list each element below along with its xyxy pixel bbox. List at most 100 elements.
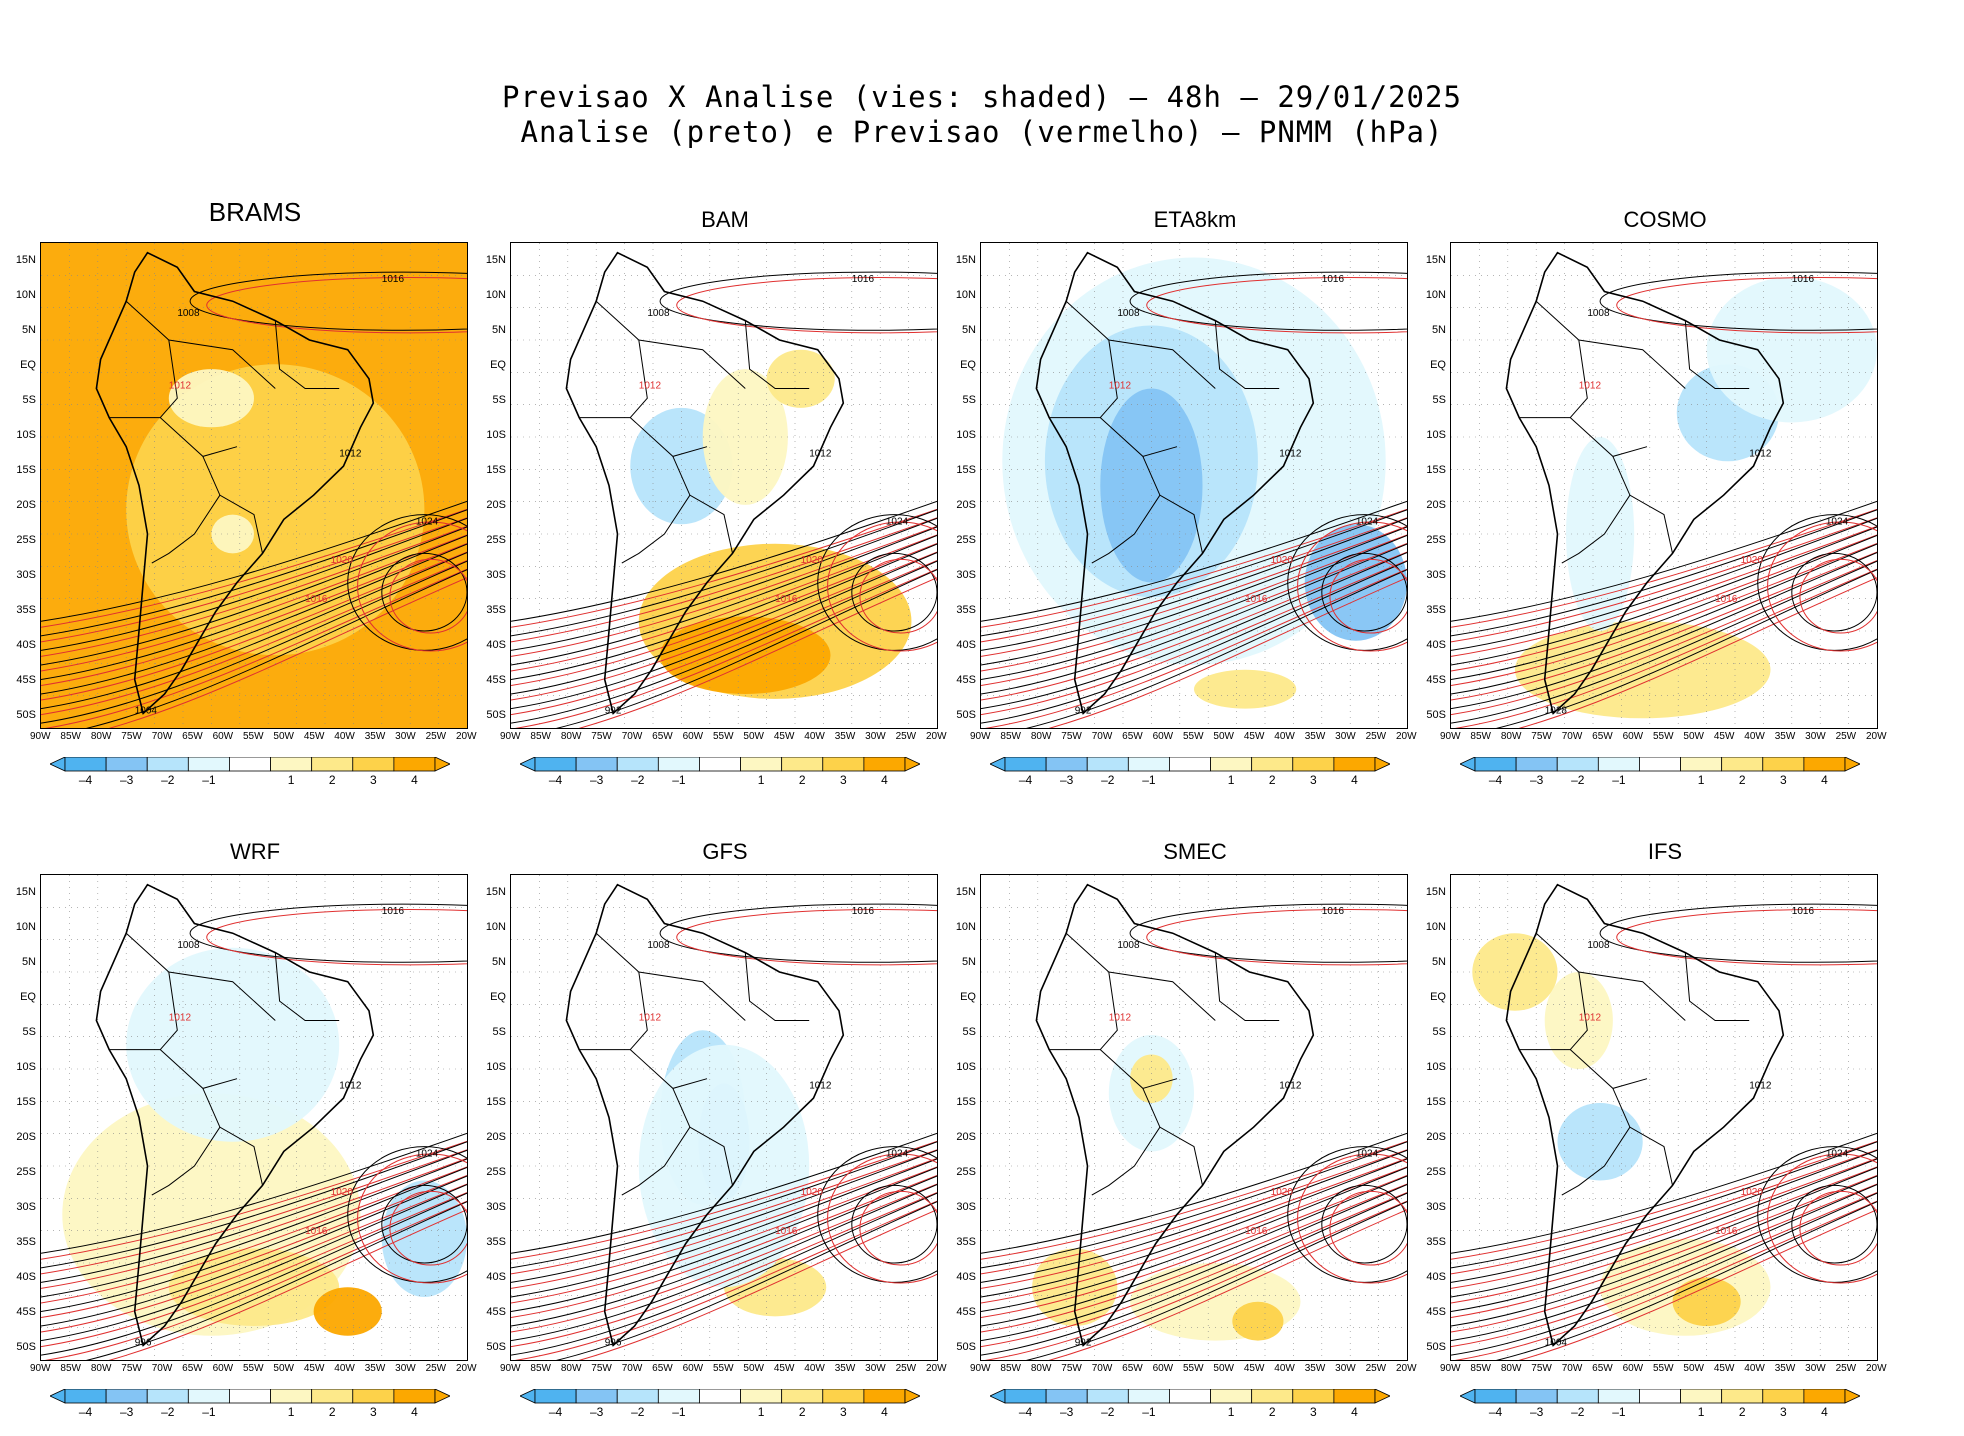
lon-label: 70W — [151, 731, 173, 742]
colorbar-segment — [781, 1389, 824, 1404]
lat-label: 30S — [956, 569, 976, 581]
country-border — [595, 932, 746, 1021]
contour-label: 996 — [135, 1337, 152, 1348]
colorbar-segment — [105, 1389, 148, 1404]
contour-label: 1012 — [1279, 1080, 1302, 1091]
lat-label: 30S — [486, 1201, 506, 1213]
country-border — [1684, 320, 1750, 389]
lon-label: 65W — [652, 731, 673, 742]
isobar-forecast — [389, 558, 467, 634]
colorbar-segment — [1721, 757, 1764, 772]
colorbar-segment — [616, 757, 659, 772]
isobar-forecast — [41, 1140, 467, 1260]
lat-label: EQ — [20, 991, 36, 1003]
isobar-analysis — [1496, 1201, 1877, 1360]
contour-label: 1020 — [1741, 1187, 1764, 1198]
colorbar-segment — [1556, 1389, 1599, 1404]
colorbar-segment — [575, 757, 618, 772]
contour-label: 1008 — [1117, 940, 1140, 951]
colorbar-tick-label: 3 — [840, 1405, 847, 1417]
map-panel-cosmo: 1008 1012 1016 1020 1024 1028 1012 1016 — [1450, 242, 1878, 729]
map-panel-brams: 1008 1012 1016 1020 1024 1004 1012 1016 — [40, 242, 468, 729]
map-svg: 1008 1012 1016 1020 1024 992 1012 1016 — [981, 875, 1407, 1360]
isobar-forecast — [1329, 558, 1407, 634]
contour-label: 1008 — [1587, 940, 1610, 951]
lon-label: 90W — [30, 731, 51, 742]
isobar-forecast — [41, 508, 467, 628]
isobar-analysis — [41, 560, 467, 724]
lon-label: 35W — [834, 731, 856, 742]
lat-label: 15S — [486, 1096, 506, 1108]
lon-label: 65W — [1592, 731, 1613, 742]
lat-label: 20S — [956, 1131, 976, 1143]
lon-label: 45W — [1243, 1363, 1265, 1374]
lat-label: 10N — [1425, 921, 1446, 933]
isobar-forecast — [1767, 1153, 1877, 1284]
colorbar-tick-label: 1 — [758, 773, 765, 785]
isobar-forecast — [511, 1157, 937, 1289]
lon-label: 60W — [1622, 1363, 1644, 1374]
isobar-forecast — [981, 551, 1407, 701]
colorbar-arrow-right — [904, 757, 920, 772]
lat-label: 20S — [1426, 499, 1446, 511]
isobar-analysis — [511, 560, 937, 724]
isobar-analysis — [1451, 1132, 1877, 1254]
lat-label: 25S — [956, 534, 976, 546]
isobar-analysis — [1451, 1141, 1877, 1269]
lon-label: 40W — [1274, 731, 1295, 742]
lat-label: 40S — [956, 1271, 976, 1283]
lat-label: 5N — [961, 956, 976, 968]
lon-label: 25W — [895, 1363, 917, 1374]
colorbar-tick-label: 2 — [1739, 773, 1746, 785]
contour-label: 1012 — [1579, 381, 1602, 392]
country-border — [1099, 339, 1118, 418]
contour-label: 1008 — [1587, 308, 1610, 319]
colorbar-tick-label: –4 — [549, 1405, 563, 1417]
isobar-analysis — [1451, 535, 1877, 680]
bias-shading — [313, 1287, 382, 1336]
colorbar-segment — [657, 1389, 700, 1404]
isobar-analysis — [981, 1167, 1407, 1312]
lat-label: 20S — [486, 499, 506, 511]
isobar-analysis — [659, 903, 937, 963]
colorbar-segment — [1803, 1389, 1846, 1404]
colorbar-segment — [616, 1389, 659, 1404]
isobar-analysis — [1791, 552, 1877, 632]
isobar-analysis — [1451, 1149, 1877, 1283]
country-border — [202, 456, 263, 554]
lat-label: 20S — [486, 1131, 506, 1143]
colorbar-segment — [1333, 1389, 1376, 1404]
country-border — [151, 1126, 221, 1196]
colorbar-segment — [1639, 757, 1681, 772]
panel-title-cosmo: COSMO — [1623, 207, 1707, 232]
lat-label: 20S — [16, 1131, 36, 1143]
lat-label: 15N — [15, 886, 36, 898]
isobar-forecast — [41, 551, 467, 701]
isobar-forecast — [511, 525, 937, 657]
lon-label: 80W — [90, 1363, 112, 1374]
lat-label: EQ — [490, 991, 506, 1003]
lat-label: 10S — [16, 429, 36, 441]
bias-shading — [1232, 1301, 1284, 1341]
colorbar-tick-label: 4 — [1351, 1405, 1358, 1417]
lat-label: 35S — [1426, 1236, 1446, 1248]
lon-label: 50W — [1213, 1363, 1234, 1374]
coastline — [95, 251, 375, 715]
country-border — [109, 417, 238, 457]
colorbar-segment — [1515, 1389, 1558, 1404]
colorbar-segment — [1639, 1389, 1681, 1404]
lon-label: 85W — [1000, 1363, 1021, 1374]
colorbar-tick-label: –2 — [1101, 1405, 1115, 1417]
lon-label: 35W — [1304, 1363, 1326, 1374]
lat-label: 5S — [1432, 1026, 1446, 1038]
lat-label: 10S — [486, 429, 506, 441]
contour-label: 1024 — [1826, 1148, 1849, 1159]
colorbar-segment — [393, 1389, 436, 1404]
isobar-analysis — [981, 500, 1407, 622]
lon-label: 70W — [621, 1363, 643, 1374]
colorbar-arrow-right — [1374, 757, 1390, 772]
colorbar-tick-label: 1 — [1228, 773, 1235, 785]
contour-label: 1008 — [177, 308, 200, 319]
lon-label: 65W — [1592, 1363, 1613, 1374]
colorbar-segment — [1721, 1389, 1764, 1404]
